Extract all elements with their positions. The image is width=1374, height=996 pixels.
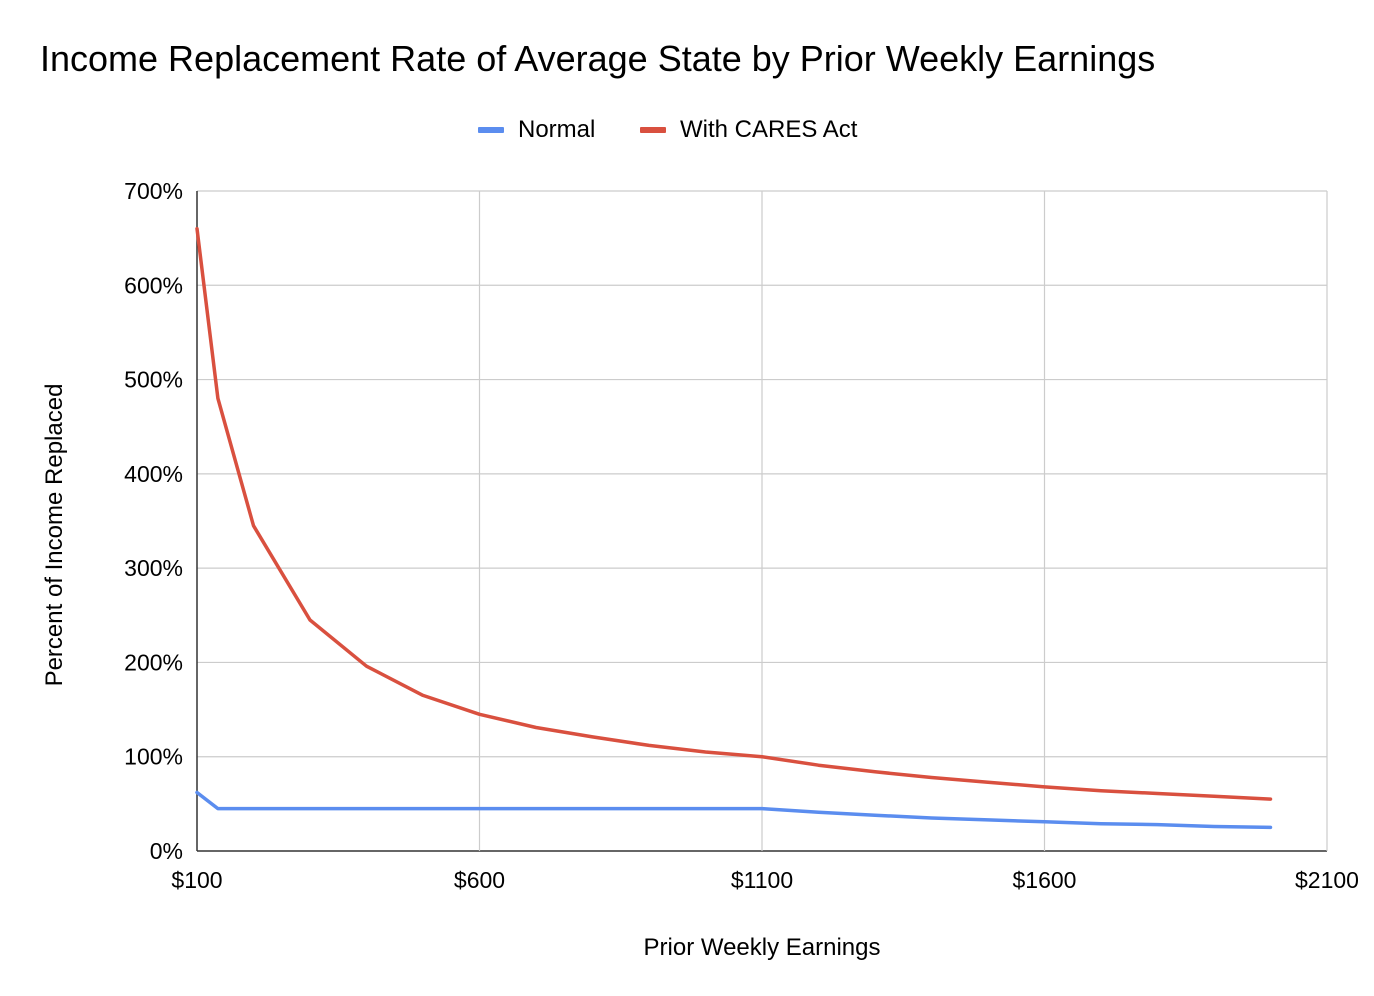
legend: Normal With CARES Act: [0, 112, 1374, 148]
x-tick-label: $2100: [1295, 867, 1359, 893]
legend-label-cares: With CARES Act: [680, 116, 858, 143]
legend-swatch-cares: [640, 127, 666, 133]
y-tick-label: 400%: [124, 461, 183, 487]
y-tick-label: 300%: [124, 555, 183, 581]
y-tick-label: 600%: [124, 272, 183, 298]
tick-labels: 0% 100% 200% 300% 400% 500% 600% 700% $100 $600 $1…: [124, 178, 1359, 893]
legend-item-cares[interactable]: With CARES Act: [640, 112, 857, 148]
series-line-cares: [195, 226, 1273, 801]
legend-swatch-normal: [478, 127, 504, 133]
x-tick-label: $1100: [731, 867, 793, 893]
chart-title: Income Replacement Rate of Average State…: [40, 38, 1156, 79]
grid: [196, 190, 1328, 852]
y-tick-label: 200%: [124, 649, 183, 675]
x-tick-label: $100: [171, 867, 222, 893]
x-tick-label: $1600: [1013, 867, 1077, 893]
legend-item-normal[interactable]: Normal: [478, 112, 595, 148]
y-tick-label: 700%: [124, 178, 183, 204]
x-tick-label: $600: [454, 867, 505, 893]
y-tick-label: 100%: [124, 744, 183, 770]
legend-label-normal: Normal: [518, 116, 596, 143]
x-axis-label: Prior Weekly Earnings: [643, 934, 881, 961]
series-line-normal: [195, 790, 1273, 830]
y-tick-label: 500%: [124, 367, 183, 393]
y-tick-label: 0%: [150, 838, 183, 864]
series-lines: [195, 226, 1273, 830]
